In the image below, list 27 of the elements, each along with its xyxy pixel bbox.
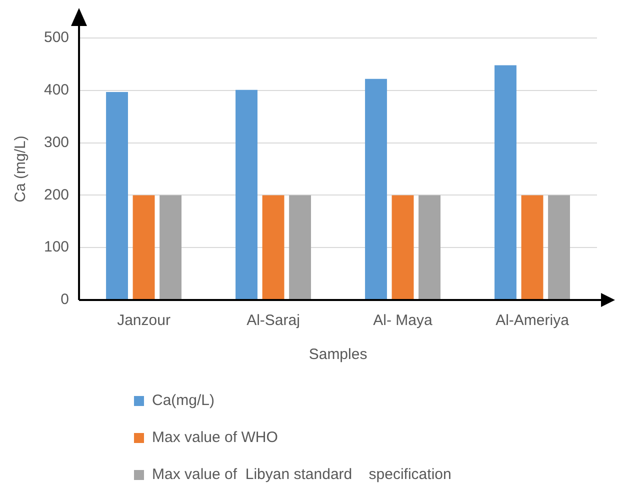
bar — [236, 90, 258, 300]
bar — [289, 195, 311, 300]
x-tick-label: Al-Saraj — [246, 312, 300, 330]
bar — [132, 195, 155, 300]
bar — [262, 195, 284, 300]
y-tick-label: 0 — [60, 291, 70, 308]
bar — [392, 195, 414, 300]
bar — [548, 195, 570, 300]
x-tick-label: Janzour — [117, 312, 170, 330]
bar — [106, 92, 128, 300]
y-tick-label: 200 — [44, 186, 70, 204]
y-tick-label: 300 — [44, 134, 70, 151]
legend-label: Ca(mg/L) — [152, 392, 215, 409]
x-axis-title: Samples — [308, 346, 368, 364]
y-axis-title: Ca (mg/L) — [12, 136, 30, 202]
bar — [365, 78, 387, 300]
y-tick-label: 400 — [44, 82, 70, 99]
x-tick-label: Al- Maya — [373, 312, 434, 330]
bar — [521, 195, 544, 300]
y-tick-label: 500 — [44, 29, 70, 46]
legend-label: Max value of Libyan standard specification — [152, 466, 452, 483]
bar — [494, 65, 516, 300]
legend-label: Max value of WHO — [152, 429, 278, 446]
x-tick-label: Al-Ameriya — [496, 312, 570, 330]
bar — [418, 195, 440, 300]
bar — [160, 195, 182, 300]
y-tick-label: 100 — [44, 238, 70, 256]
